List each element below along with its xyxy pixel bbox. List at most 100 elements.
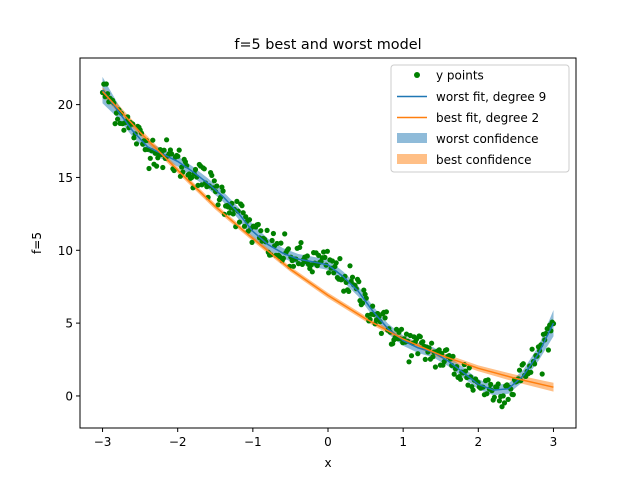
scatter-point (545, 347, 552, 353)
scatter-point (495, 381, 501, 387)
scatter-point (362, 291, 368, 297)
legend-box (390, 64, 570, 173)
scatter-point (240, 210, 246, 216)
scatter-point (201, 166, 207, 172)
scatter-point (255, 221, 261, 228)
scatter-point (528, 369, 534, 375)
scatter-point (121, 127, 127, 133)
scatter-point (398, 326, 405, 332)
scatter-point (337, 256, 343, 262)
scatter-point (236, 219, 243, 225)
scatter-point (349, 274, 356, 280)
y-tick-label: 0 (65, 389, 73, 403)
scatter-point (516, 367, 523, 373)
scatter-point (356, 279, 362, 285)
scatter-point (422, 356, 428, 362)
legend-label-worst-confidence: worst confidence (436, 132, 539, 146)
legend-patch-best-confidence (397, 154, 427, 164)
fit-lines (101, 89, 555, 391)
scatter-point (112, 121, 118, 127)
scatter-point (488, 381, 494, 387)
scatter-point (230, 211, 236, 217)
scatter-point (444, 347, 450, 353)
scatter-point (209, 172, 215, 178)
x-tick-label: −3 (94, 435, 112, 449)
chart-title: f=5 best and worst model (234, 37, 421, 53)
scatter-point (408, 353, 415, 359)
scatter-point (370, 303, 376, 309)
scatter-point (243, 214, 249, 220)
scatter-point (331, 270, 337, 276)
scatter-point (406, 359, 412, 365)
legend-label-best-fit: best fit, degree 2 (436, 111, 539, 125)
scatter-point (285, 246, 291, 252)
legend-label-best-confidence: best confidence (436, 153, 531, 167)
scatter-point (171, 167, 177, 174)
scatter-point (322, 254, 328, 260)
scatter-point (539, 371, 545, 377)
scatter-point (484, 391, 490, 397)
scatter-point (270, 230, 276, 237)
scatter-point (131, 135, 137, 141)
scatter-point (150, 137, 156, 143)
x-axis-label: x (324, 456, 331, 470)
scatter-point (499, 404, 505, 410)
scatter-point (309, 269, 315, 275)
scatter-point (485, 377, 491, 383)
scatter-point (298, 240, 304, 246)
scatter-points (99, 81, 557, 410)
scatter-point (383, 309, 389, 315)
legend-patch-worst-confidence (397, 133, 427, 143)
x-tick-label: 0 (324, 435, 332, 449)
scatter-point (457, 376, 464, 382)
scatter-point (269, 237, 275, 244)
scatter-point (451, 371, 457, 377)
y-axis-ticks: 0 5 10 15 20 (58, 98, 80, 403)
scatter-point (491, 394, 497, 400)
x-tick-label: −1 (244, 435, 262, 449)
scatter-point (324, 248, 330, 254)
scatter-point (361, 287, 367, 293)
y-axis-label: f=5 (30, 232, 44, 254)
scatter-point (496, 398, 502, 404)
scatter-point (429, 340, 435, 346)
scatter-point (505, 396, 511, 402)
scatter-point (264, 227, 270, 233)
x-tick-label: 1 (399, 435, 407, 449)
scatter-point (420, 339, 426, 345)
scatter-point (211, 178, 217, 184)
scatter-point (274, 240, 280, 247)
scatter-point (520, 361, 526, 367)
scatter-point (417, 334, 423, 340)
legend-label-y-points: y points (436, 69, 484, 83)
x-tick-label: 2 (474, 435, 482, 449)
y-tick-label: 5 (65, 317, 73, 331)
scatter-point (532, 361, 538, 367)
scatter-point (376, 314, 382, 320)
scatter-point (529, 346, 535, 352)
scatter-point (175, 153, 181, 159)
scatter-point (164, 137, 170, 143)
scatter-point (278, 240, 284, 246)
scatter-point (299, 261, 305, 267)
scatter-point (282, 231, 288, 237)
scatter-point (430, 354, 436, 360)
scatter-point (146, 165, 152, 172)
legend-marker-y-points (414, 72, 420, 78)
scatter-point (500, 393, 506, 399)
scatter-point (133, 141, 140, 147)
scatter-point (510, 392, 516, 398)
scatter-point (470, 387, 476, 393)
scatter-point (415, 351, 421, 357)
scatter-point (501, 400, 508, 406)
x-tick-label: 3 (550, 435, 558, 449)
scatter-point (241, 223, 248, 229)
scatter-point (333, 260, 339, 266)
scatter-point (359, 300, 366, 306)
scatter-point (147, 155, 153, 161)
scatter-point (258, 228, 264, 234)
scatter-point (249, 239, 255, 245)
scatter-point (176, 147, 182, 153)
scatter-point (326, 270, 332, 276)
